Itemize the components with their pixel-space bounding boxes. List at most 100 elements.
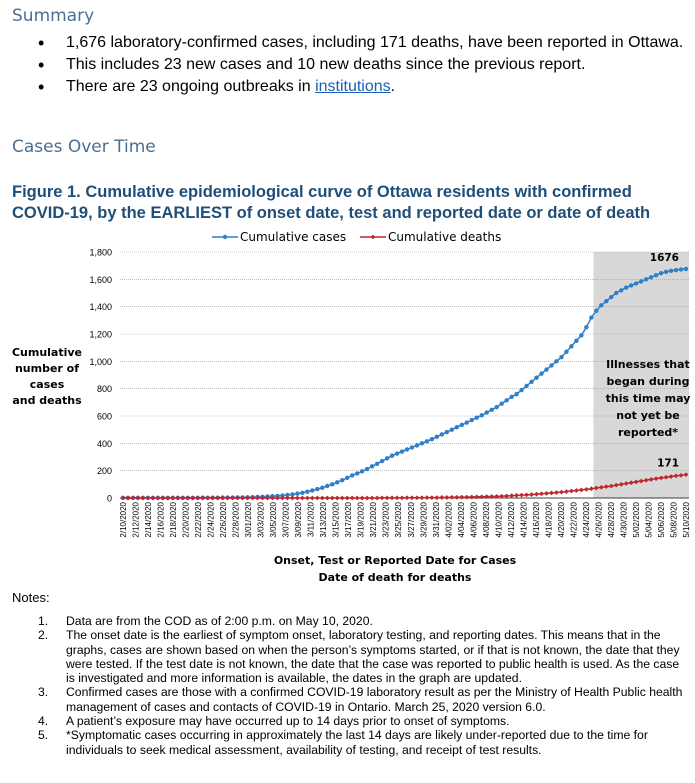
x-tick-label: 4/28/2020: [607, 501, 616, 537]
x-tick-label: 4/30/2020: [619, 501, 628, 537]
deaths-point: [633, 479, 639, 485]
cases-point: [564, 349, 569, 354]
note-item: 4. A patient’s exposure may have occurred…: [38, 714, 688, 728]
x-tick-label: 4/22/2020: [569, 501, 578, 537]
deaths-point: [255, 495, 260, 501]
cases-point: [648, 275, 654, 280]
x-tick-label: 2/12/2020: [132, 501, 141, 537]
cases-point: [330, 482, 335, 487]
deaths-point: [349, 495, 355, 501]
deaths-point: [544, 490, 549, 496]
x-tick-label: 4/04/2020: [457, 501, 466, 537]
deaths-point: [648, 477, 654, 482]
deaths-point: [339, 495, 345, 501]
cases-point: [429, 437, 435, 442]
deaths-point: [150, 495, 156, 501]
deaths-point: [658, 475, 664, 481]
cases-point: [504, 398, 509, 403]
x-tick-label: 3/19/2020: [357, 501, 366, 537]
cases-point: [609, 294, 614, 300]
deaths-point: [564, 489, 569, 494]
deaths-point: [474, 494, 480, 500]
deaths-point: [175, 495, 181, 501]
x-tick-label: 4/14/2020: [519, 501, 528, 537]
institutions-link[interactable]: institutions: [315, 78, 391, 95]
cases-point: [514, 391, 519, 397]
cases-point: [494, 404, 499, 410]
note-number: 1.: [38, 614, 49, 628]
note-text: *Symptomatic cases occurring in approxim…: [66, 728, 648, 757]
cases-point: [584, 324, 589, 330]
deaths-point: [529, 492, 534, 497]
cases-point: [599, 303, 604, 308]
note-item: 1. Data are from the COD as of 2:00 p.m. …: [38, 614, 688, 628]
x-tick-label: 3/01/2020: [244, 501, 253, 537]
cases-point: [559, 355, 564, 360]
deaths-point: [663, 474, 669, 480]
deaths-point: [289, 495, 295, 501]
y-axis-label: cases: [30, 378, 65, 391]
deaths-point: [509, 493, 515, 499]
deaths-point: [519, 492, 524, 498]
x-tick-label: 3/09/2020: [294, 501, 303, 537]
deaths-point: [319, 495, 325, 501]
cases-point: [305, 489, 310, 494]
note-text: A patient’s exposure may have occurred u…: [66, 714, 510, 729]
deaths-point: [160, 495, 166, 501]
cases-point: [369, 464, 375, 469]
cases-point: [325, 483, 330, 489]
x-tick-label: 3/11/2020: [307, 501, 316, 537]
deaths-point: [613, 482, 619, 488]
outbreaks-suffix: .: [390, 78, 396, 95]
cases-point: [668, 268, 674, 274]
cases-point: [409, 445, 415, 450]
summary-bullet-new: This includes 23 new cases and 10 new de…: [38, 55, 688, 75]
x-tick-label: 3/17/2020: [344, 501, 353, 537]
deaths-point: [294, 495, 300, 501]
cases-point: [364, 466, 370, 472]
deaths-point: [170, 495, 176, 501]
legend-marker: [222, 234, 228, 240]
deaths-point: [324, 495, 330, 501]
deaths-point: [514, 493, 520, 498]
cases-point: [335, 480, 340, 485]
note-number: 5.: [38, 728, 49, 743]
x-tick-label: 3/03/2020: [257, 501, 266, 537]
deaths-point: [479, 494, 485, 500]
cases-point: [374, 461, 380, 467]
deaths-point: [499, 493, 505, 499]
deaths-point: [125, 495, 131, 501]
deaths-point: [459, 494, 465, 500]
cases-point: [424, 439, 430, 444]
cases-point: [290, 492, 295, 497]
deaths-point: [145, 495, 151, 501]
deaths-point: [569, 488, 574, 494]
deaths-point: [444, 495, 450, 500]
cases-point: [663, 269, 669, 275]
note-item: 3. Confirmed cases are those with a confi…: [38, 685, 688, 714]
deaths-point: [270, 495, 275, 501]
deaths-point: [449, 494, 455, 500]
deaths-point: [394, 495, 400, 501]
deaths-point: [504, 493, 510, 499]
deaths-point: [454, 494, 460, 500]
deaths-point: [210, 495, 216, 501]
cases-point: [658, 270, 664, 276]
note-number: 4.: [38, 714, 49, 729]
x-axis-label: Onset, Test or Reported Date for Cases: [274, 554, 517, 567]
deaths-point: [409, 495, 415, 501]
note-text: Confirmed cases are those with a confirm…: [66, 685, 683, 714]
deaths-point: [250, 495, 255, 501]
cases-point: [359, 469, 365, 474]
y-axis-label: number of: [15, 362, 79, 375]
epi-curve-chart: 0 200 400 600 800 1,000 1,200 1,400 1,600 1,800 2/…: [12, 230, 691, 584]
deaths-point: [235, 495, 240, 501]
cases-point: [295, 491, 300, 496]
outbreaks-text: There are 23 ongoing outbreaks in: [66, 78, 316, 95]
x-tick-label: 2/22/2020: [194, 501, 203, 537]
shaded-annotation: began during: [607, 375, 690, 388]
y-axis-label: and deaths: [12, 394, 82, 407]
deaths-point: [618, 481, 624, 487]
cases-point: [653, 273, 659, 278]
shaded-annotation: Illnesses that: [606, 358, 690, 371]
